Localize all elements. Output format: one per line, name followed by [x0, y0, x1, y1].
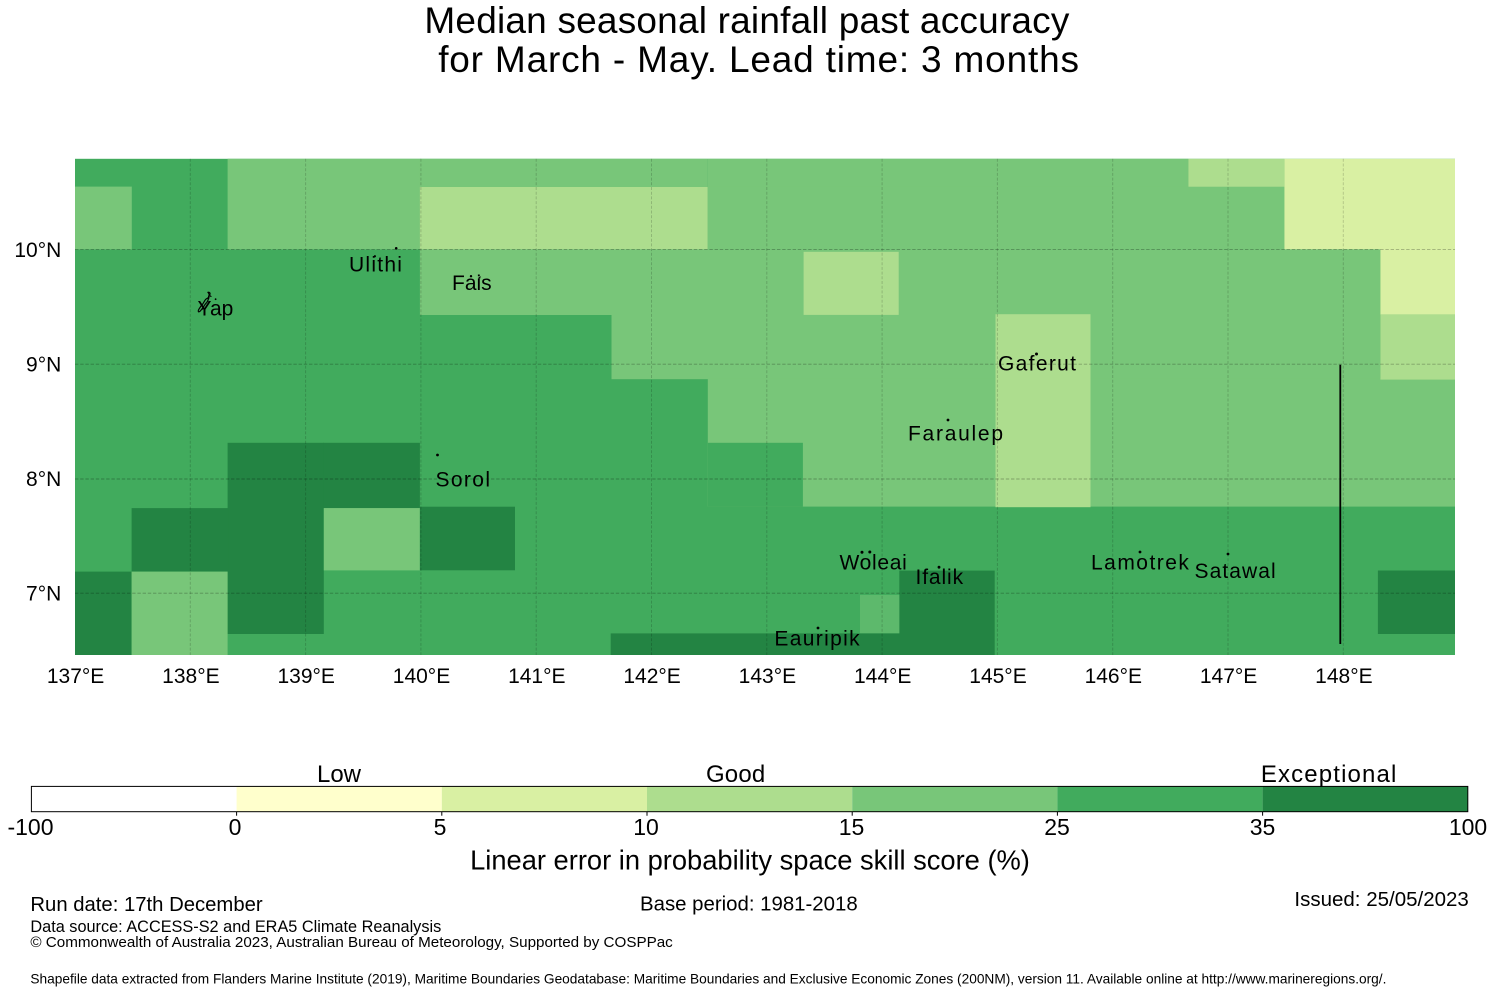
svg-text:148°E: 148°E — [1315, 665, 1372, 688]
svg-text:142°E: 142°E — [623, 665, 680, 688]
svg-text:8°N: 8°N — [26, 468, 61, 491]
svg-text:Woleai: Woleai — [840, 551, 908, 574]
svg-text:100: 100 — [1449, 814, 1487, 840]
svg-text:146°E: 146°E — [1085, 665, 1142, 688]
svg-text:Exceptional: Exceptional — [1261, 761, 1398, 788]
svg-text:-100: -100 — [7, 814, 53, 840]
svg-text:Base period: 1981-2018: Base period: 1981-2018 — [640, 893, 858, 915]
svg-text:Run date: 17th December: Run date: 17th December — [30, 894, 262, 916]
svg-text:10: 10 — [633, 814, 659, 840]
svg-text:Ulithi: Ulithi — [349, 253, 403, 276]
svg-text:Shapefile data extracted from: Shapefile data extracted from Flanders M… — [30, 972, 1386, 987]
svg-text:138°E: 138°E — [162, 665, 219, 688]
svg-text:143°E: 143°E — [739, 665, 796, 688]
svg-text:10°N: 10°N — [14, 239, 61, 262]
svg-text:140°E: 140°E — [393, 665, 450, 688]
svg-text:Yap: Yap — [198, 298, 234, 321]
svg-text:145°E: 145°E — [969, 665, 1026, 688]
svg-text:Fais: Fais — [452, 272, 492, 295]
svg-text:Lamotrek: Lamotrek — [1091, 552, 1190, 575]
svg-text:15: 15 — [839, 814, 865, 840]
svg-text:Gaferut: Gaferut — [998, 352, 1077, 375]
svg-text:Satawal: Satawal — [1195, 560, 1277, 583]
svg-text:147°E: 147°E — [1200, 665, 1257, 688]
svg-text:Data source: ACCESS-S2 and ERA: Data source: ACCESS-S2 and ERA5 Climate … — [30, 918, 441, 936]
svg-text:139°E: 139°E — [277, 665, 334, 688]
svg-text:Low: Low — [317, 761, 362, 788]
svg-text:Issued: 25/05/2023: Issued: 25/05/2023 — [1294, 888, 1468, 911]
svg-text:137°E: 137°E — [47, 665, 104, 688]
svg-text:Linear error in probability sp: Linear error in probability space skill … — [470, 845, 1030, 876]
svg-text:0: 0 — [229, 814, 242, 840]
svg-text:9°N: 9°N — [26, 353, 61, 376]
svg-text:Sorol: Sorol — [436, 469, 492, 492]
svg-text:25: 25 — [1044, 814, 1070, 840]
svg-text:Eauripik: Eauripik — [774, 628, 861, 651]
svg-text:© Commonwealth of Australia 20: © Commonwealth of Australia 2023, Austra… — [30, 934, 673, 951]
svg-text:Faraulep: Faraulep — [908, 422, 1005, 445]
svg-text:7°N: 7°N — [26, 582, 61, 605]
svg-text:35: 35 — [1250, 814, 1276, 840]
svg-text:Good: Good — [706, 761, 766, 788]
svg-text:144°E: 144°E — [854, 665, 911, 688]
svg-text:Ifalik: Ifalik — [916, 566, 964, 589]
svg-text:5: 5 — [434, 814, 447, 840]
svg-text:141°E: 141°E — [508, 665, 565, 688]
